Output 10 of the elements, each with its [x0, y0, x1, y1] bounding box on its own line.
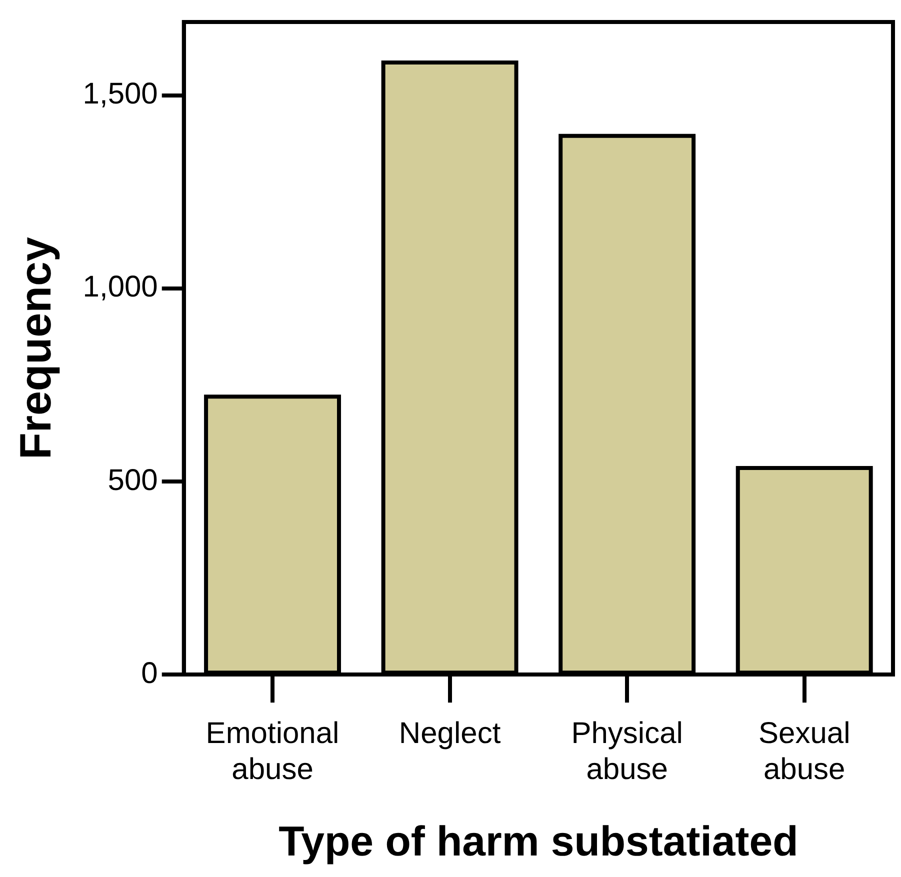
- x-axis-title: Type of harm substatiated: [278, 817, 798, 864]
- y-tick-label: 0: [141, 656, 158, 690]
- y-tick-label: 500: [108, 464, 158, 497]
- x-tick-label: Neglect: [398, 716, 502, 750]
- x-tick-label: Sexual abuse: [758, 716, 850, 786]
- x-tick-label: Emotional abuse: [206, 716, 340, 786]
- x-tick-label: Physical abuse: [571, 716, 683, 786]
- y-tick-label: 1,500: [82, 78, 158, 111]
- y-axis-title: Frequency: [12, 236, 61, 460]
- y-tick-label: 1,000: [82, 270, 158, 304]
